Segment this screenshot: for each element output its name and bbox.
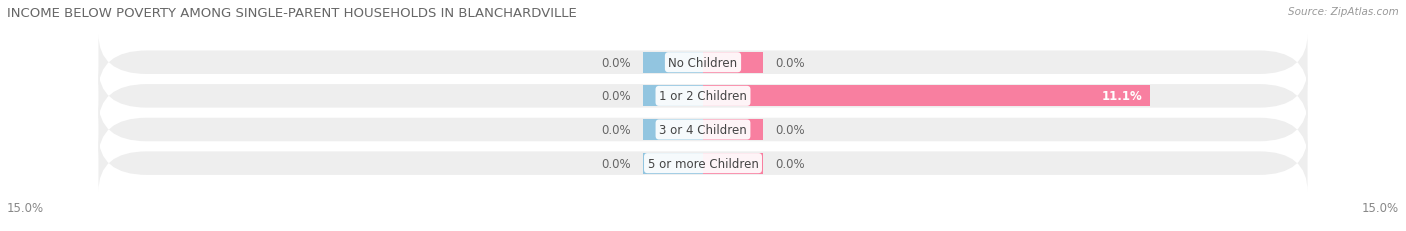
- FancyBboxPatch shape: [98, 135, 1308, 192]
- Text: 0.0%: 0.0%: [600, 90, 630, 103]
- Bar: [703, 53, 763, 73]
- Text: 0.0%: 0.0%: [776, 56, 806, 70]
- Bar: [643, 53, 703, 73]
- Bar: [643, 86, 703, 107]
- Text: 15.0%: 15.0%: [1362, 201, 1399, 214]
- FancyBboxPatch shape: [98, 34, 1308, 91]
- Bar: [643, 153, 703, 174]
- FancyBboxPatch shape: [98, 68, 1308, 125]
- Text: 3 or 4 Children: 3 or 4 Children: [659, 123, 747, 137]
- Text: No Children: No Children: [668, 56, 738, 70]
- Text: 15.0%: 15.0%: [7, 201, 44, 214]
- Text: INCOME BELOW POVERTY AMONG SINGLE-PARENT HOUSEHOLDS IN BLANCHARDVILLE: INCOME BELOW POVERTY AMONG SINGLE-PARENT…: [7, 7, 576, 20]
- Text: 5 or more Children: 5 or more Children: [648, 157, 758, 170]
- Text: 0.0%: 0.0%: [600, 56, 630, 70]
- Text: 0.0%: 0.0%: [600, 157, 630, 170]
- Bar: [643, 120, 703, 140]
- Bar: [703, 153, 763, 174]
- Text: 1 or 2 Children: 1 or 2 Children: [659, 90, 747, 103]
- Bar: [703, 120, 763, 140]
- Text: 0.0%: 0.0%: [776, 123, 806, 137]
- Bar: [703, 86, 1150, 107]
- Text: Source: ZipAtlas.com: Source: ZipAtlas.com: [1288, 7, 1399, 17]
- Text: 0.0%: 0.0%: [600, 123, 630, 137]
- FancyBboxPatch shape: [98, 101, 1308, 158]
- Text: 11.1%: 11.1%: [1101, 90, 1142, 103]
- Text: 0.0%: 0.0%: [776, 157, 806, 170]
